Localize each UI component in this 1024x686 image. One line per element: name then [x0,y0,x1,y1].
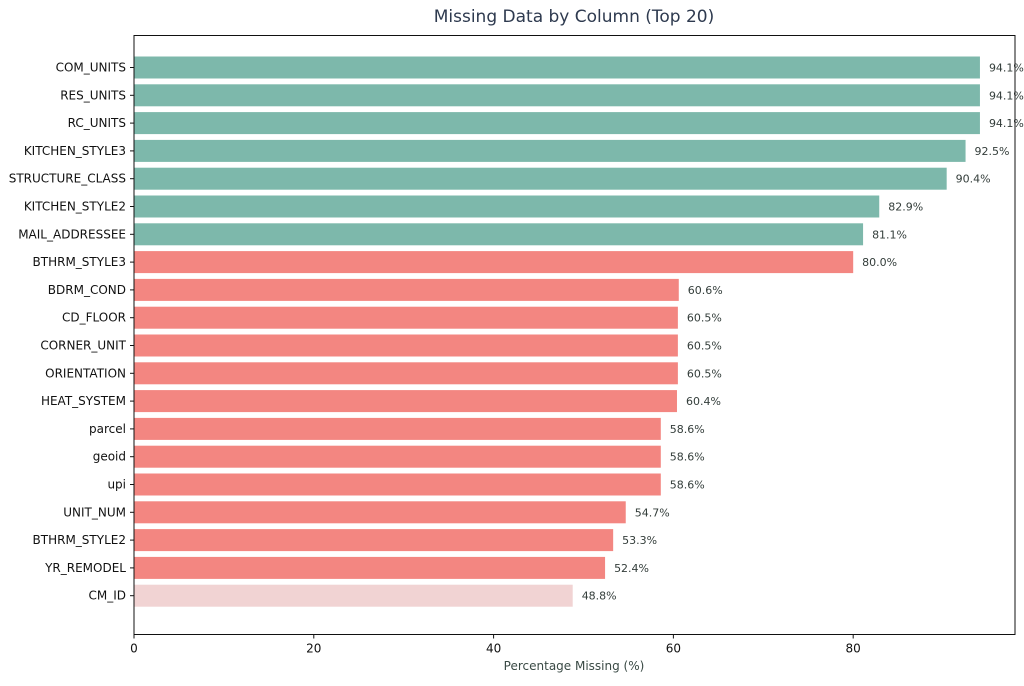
data-label: 60.4% [686,395,721,408]
bar-bdrm-cond [134,278,679,301]
data-label: 94.1% [989,89,1024,102]
y-tick-label: upi [107,478,126,492]
y-tick-label: CM_ID [88,589,126,603]
data-label: 48.8% [582,590,617,603]
data-label: 54.7% [635,506,670,519]
y-tick-label: KITCHEN_STYLE3 [24,144,126,158]
x-tick-label: 0 [130,642,138,656]
data-label: 90.4% [956,173,991,186]
bar-orientation [134,362,678,385]
bar-kitchen-style2 [134,195,880,218]
y-tick-label: parcel [89,422,126,436]
y-tick-label: ORIENTATION [45,366,126,380]
y-tick-label: CD_FLOOR [62,311,126,325]
bar-structure-class [134,167,947,190]
bar-upi [134,473,661,496]
y-tick-label: BTHRM_STYLE3 [33,255,126,269]
data-label: 92.5% [975,145,1010,158]
data-label: 58.6% [670,451,705,464]
bar-bthrm-style2 [134,529,614,552]
y-tick-label: geoid [93,450,126,464]
data-labels: 94.1% 94.1% 94.1% 92.5% 90.4% 82.9% 81.1% 80.0%… [582,62,1024,603]
x-tick-label: 60 [666,642,681,656]
data-label: 81.1% [872,228,907,241]
x-ticks: 0 20 40 60 80 [130,634,861,656]
data-label: 94.1% [989,62,1024,75]
y-tick-label: BTHRM_STYLE2 [33,533,126,547]
x-axis-label: Percentage Missing (%) [504,659,645,673]
y-tick-labels: COM_UNITS RES_UNITS RC_UNITS KITCHEN_STYLE3… [9,61,134,603]
data-label: 80.0% [862,256,897,269]
bar-unit-num [134,501,626,524]
data-label: 58.6% [670,423,705,436]
y-tick-label: CORNER_UNIT [40,339,126,353]
y-tick-label: KITCHEN_STYLE2 [24,200,126,214]
data-label: 52.4% [614,562,649,575]
y-tick-label: MAIL_ADDRESSEE [18,227,126,241]
y-tick-label: RES_UNITS [60,88,126,102]
y-tick-label: BDRM_COND [48,283,126,297]
data-label: 60.5% [687,367,722,380]
bar-heat-system [134,390,677,413]
bar-yr-remodel [134,556,606,579]
plot-frame [133,35,1016,635]
y-tick-label: HEAT_SYSTEM [41,394,126,408]
bar-cm-id [134,584,573,607]
data-label: 53.3% [622,534,657,547]
y-tick-label: COM_UNITS [56,61,126,75]
bar-rc-units [134,112,980,135]
bar-mail-addressee [134,223,864,246]
x-tick-label: 20 [306,642,321,656]
data-label: 60.6% [688,284,723,297]
bars-layer [134,56,980,607]
bar-com-units [134,56,980,79]
data-label: 58.6% [670,479,705,492]
x-tick-label: 40 [486,642,501,656]
y-tick-label: UNIT_NUM [63,505,126,519]
bar-bthrm-style3 [134,251,854,274]
y-tick-label: YR_REMODEL [44,561,126,575]
data-label: 60.5% [687,340,722,353]
y-tick-label: STRUCTURE_CLASS [9,172,126,186]
bar-parcel [134,417,661,440]
data-label: 94.1% [989,117,1024,130]
chart-title: Missing Data by Column (Top 20) [434,7,715,27]
data-label: 82.9% [888,201,923,214]
bar-kitchen-style3 [134,139,966,162]
bar-res-units [134,84,980,107]
bar-corner-unit [134,334,678,357]
data-label: 60.5% [687,312,722,325]
bar-geoid [134,445,661,468]
x-tick-label: 80 [846,642,861,656]
y-tick-label: RC_UNITS [68,116,126,130]
bar-cd-floor [134,306,678,329]
